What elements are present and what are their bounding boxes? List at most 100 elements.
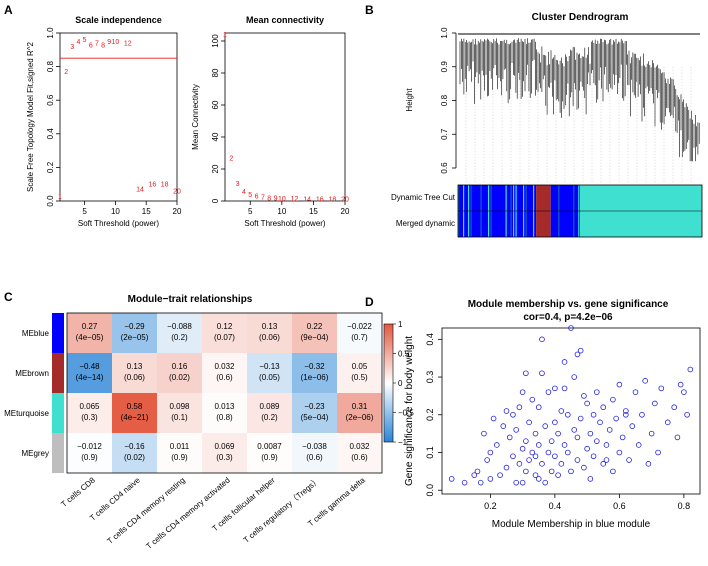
point-label: 2 [229,155,233,162]
cell-correlation: 0.05 [352,362,368,371]
row-color-swatch [52,313,64,353]
y-tick-label: 0.2 [425,409,435,422]
data-point [516,404,523,411]
data-point [539,370,545,377]
heatmap-cell [337,393,382,433]
y-axis-label: Height [405,88,414,112]
point-label: 3 [70,44,74,51]
data-point [519,389,526,395]
cell-pvalue: (0.9) [81,453,98,462]
data-point [648,430,655,437]
heatmap-cell [337,313,382,353]
data-point [593,438,600,444]
cell-correlation: −0.088 [167,322,192,331]
data-point [510,453,516,460]
cell-correlation: 0.13 [127,362,143,371]
data-point [552,453,558,460]
data-point [535,442,542,448]
cell-pvalue: (0.3) [81,413,98,422]
point-label: 20 [341,197,349,204]
heatmap-cell [112,353,157,393]
y-tick-label: 0 [211,198,220,203]
heatmap-cell [292,393,337,433]
cell-correlation: 0.13 [262,322,278,331]
cell-correlation: 0.22 [307,322,323,331]
data-point [532,453,539,460]
x-tick-label: 20 [341,207,350,216]
data-point [529,396,536,403]
heatmap-cell [337,353,382,393]
plot-frame [441,327,701,495]
cell-correlation: −0.48 [79,362,100,371]
cell-pvalue: (4e−21) [121,413,149,422]
data-point [500,423,507,429]
cell-correlation: 0.032 [214,362,235,371]
data-point [555,430,561,437]
data-point [548,468,555,475]
data-point [503,408,510,414]
data-point [571,427,578,433]
data-point [619,434,626,441]
cell-pvalue: (0.07) [214,333,235,342]
cell-pvalue: (0.3) [216,453,233,462]
data-point [490,415,497,422]
heatmap-cell [247,433,292,473]
data-point [600,461,607,467]
x-tick-label: 0.4 [549,501,562,511]
panel-letter-a: A [4,3,13,17]
data-point [497,472,503,478]
cell-correlation: 0.0087 [257,442,282,451]
point-label: 18 [328,197,336,204]
data-point [664,419,671,426]
panel-letter-c: C [4,290,13,304]
heatmap-cell [157,353,202,393]
heatmap-cell [202,393,247,433]
point-label: 16 [316,196,324,203]
cell-pvalue: (0.6) [351,453,368,462]
heatmap-cell [157,313,202,353]
data-point [574,457,581,463]
color-row-label: Dynamic Tree Cut [391,193,456,202]
x-tick-label: 5 [248,207,253,216]
heatmap-cell [202,353,247,393]
heatmap-cell [112,433,157,473]
x-tick-label: 5 [82,207,87,216]
data-point [623,408,629,414]
mean-connectivity-plot: Mean connectivity Soft Threshold (power) M… [191,15,350,228]
data-point [474,468,481,475]
y-tick-label: 80 [211,68,220,77]
heatmap-cell [247,313,292,353]
heatmap-cell [157,433,202,473]
scatter-title: Module membership vs. gene significance [468,299,669,310]
point-label: 20 [173,188,181,195]
data-point [574,351,581,358]
cell-correlation: 0.12 [217,322,233,331]
data-point [564,449,571,456]
color-row-label: Merged dynamic [396,219,455,228]
data-point [545,389,552,395]
point-label: 2 [64,69,68,76]
data-point [603,442,610,448]
y-axis-label: Mean Connectivity [191,84,200,150]
data-point [561,442,568,448]
cell-correlation: 0.16 [172,362,188,371]
column-label: T cells CD4 memory resting [106,476,187,546]
data-point [481,430,487,437]
x-tick-label: 10 [277,207,286,216]
row-label: MEblue [22,329,50,338]
y-tick-label: 60 [211,100,220,109]
data-point [687,366,694,373]
data-point [658,385,665,392]
module-trait-heatmap: Module−trait relationships MEblue 0.27 (4e−… [4,294,414,551]
data-point [577,415,584,422]
cell-pvalue: (0.9) [261,453,278,462]
column-label: T cells CD4 memory activated [144,476,231,551]
cell-pvalue: (0.5) [351,373,368,382]
row-label: MEgrey [21,449,49,458]
cell-correlation: 0.011 [170,442,190,451]
heatmap-title: Module−trait relationships [128,294,253,305]
point-label: 14 [136,187,144,194]
point-label: 14 [303,196,311,203]
data-point [677,381,684,388]
cell-pvalue: (0.2) [261,413,278,422]
